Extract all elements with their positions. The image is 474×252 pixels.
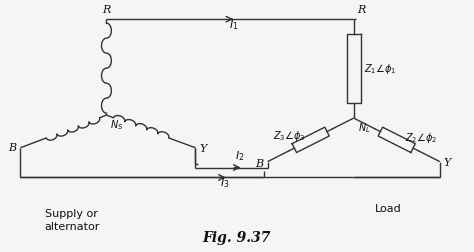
Text: Y: Y xyxy=(444,158,451,168)
Text: $Z_1\angle\phi_1$: $Z_1\angle\phi_1$ xyxy=(364,62,396,76)
Text: $I_2$: $I_2$ xyxy=(235,150,244,164)
Text: R: R xyxy=(358,5,366,15)
Text: $Z_3\angle\phi_3$: $Z_3\angle\phi_3$ xyxy=(273,129,306,143)
Text: B: B xyxy=(255,159,264,169)
Text: Load: Load xyxy=(375,204,401,214)
Text: R: R xyxy=(102,5,110,15)
Text: B: B xyxy=(9,143,17,153)
Text: $I_1$: $I_1$ xyxy=(229,18,239,32)
Text: Y: Y xyxy=(200,144,207,154)
Text: $N_L$: $N_L$ xyxy=(358,121,370,135)
Text: Supply or
alternator: Supply or alternator xyxy=(44,209,100,232)
Text: $Z_2\angle\phi_2$: $Z_2\angle\phi_2$ xyxy=(405,131,437,145)
Text: Fig. 9.37: Fig. 9.37 xyxy=(203,231,271,245)
Text: $N_S$: $N_S$ xyxy=(110,118,124,132)
Text: $I_3$: $I_3$ xyxy=(220,176,229,190)
